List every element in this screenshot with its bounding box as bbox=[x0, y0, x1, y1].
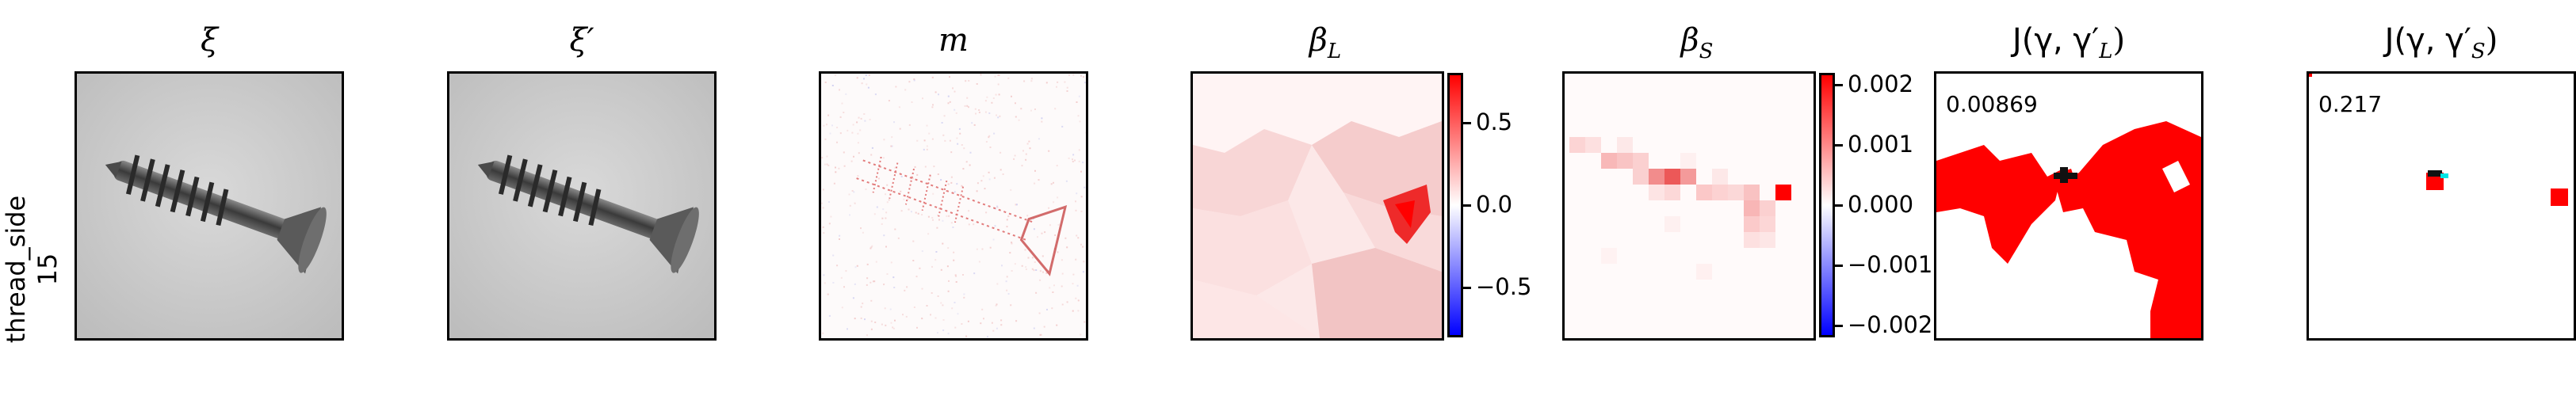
colorbar-beta-l-tick-label: 0.5 bbox=[1476, 108, 1513, 135]
panel-j-l bbox=[1934, 71, 2203, 341]
beta-l-segment-map bbox=[1193, 74, 1442, 338]
colorbar-beta-s-tick-mark bbox=[1835, 144, 1843, 147]
difference-map bbox=[821, 74, 1086, 338]
colorbar-beta-s-tick-label: −0.002 bbox=[1848, 310, 1933, 338]
score-j-s: 0.217 bbox=[2318, 91, 2383, 117]
colorbar-beta-s-tick-mark bbox=[1835, 204, 1843, 207]
colorbar-beta-l bbox=[1447, 73, 1463, 337]
title-j-s: J(γ, γ′S) bbox=[2384, 22, 2498, 63]
colorbar-beta-s-tick-label: 0.000 bbox=[1848, 191, 1914, 218]
colorbar-beta-s-tick-label: 0.001 bbox=[1848, 131, 1914, 158]
panel-beta-s bbox=[1562, 71, 1816, 341]
title-j-l: J(γ, γ′L) bbox=[2012, 22, 2126, 63]
title-xi: ξ bbox=[200, 22, 219, 59]
colorbar-beta-s-tick-mark bbox=[1835, 84, 1843, 87]
panel-xi bbox=[75, 71, 344, 341]
colorbar-beta-s bbox=[1819, 73, 1835, 337]
colorbar-beta-l-tick-label: −0.5 bbox=[1476, 273, 1532, 301]
score-j-l: 0.00869 bbox=[1946, 91, 2038, 117]
row-label-line1: thread_side bbox=[1, 195, 31, 344]
row-label-line2: 15 bbox=[32, 253, 63, 286]
panel-j-s bbox=[2307, 71, 2576, 341]
colorbar-beta-s-tick-mark bbox=[1835, 264, 1843, 267]
panel-m bbox=[819, 71, 1088, 341]
title-beta-l: βL bbox=[1309, 22, 1342, 63]
j-l-mask bbox=[1936, 74, 2201, 338]
colorbar-beta-l-tick-mark bbox=[1463, 204, 1471, 207]
colorbar-beta-s-tick-mark bbox=[1835, 324, 1843, 327]
colorbar-beta-s-tick-label: −0.001 bbox=[1848, 250, 1933, 278]
beta-s-grid-map bbox=[1565, 74, 1814, 338]
j-s-mask bbox=[2309, 74, 2574, 338]
title-beta-s: βS bbox=[1680, 22, 1714, 63]
colorbar-beta-l-tick-mark bbox=[1463, 287, 1471, 290]
panel-xi-prime bbox=[447, 71, 717, 341]
row-label: thread_side 15 bbox=[0, 166, 63, 372]
screw-image bbox=[77, 74, 342, 338]
title-xi-prime: ξ′ bbox=[569, 22, 594, 59]
colorbar-beta-l-tick-label: 0.0 bbox=[1476, 191, 1513, 218]
panel-beta-l bbox=[1191, 71, 1444, 341]
title-m: m bbox=[938, 22, 969, 59]
screw-image-prime bbox=[449, 74, 714, 338]
colorbar-beta-s-tick-label: 0.002 bbox=[1848, 70, 1914, 98]
colorbar-beta-l-tick-mark bbox=[1463, 121, 1471, 124]
